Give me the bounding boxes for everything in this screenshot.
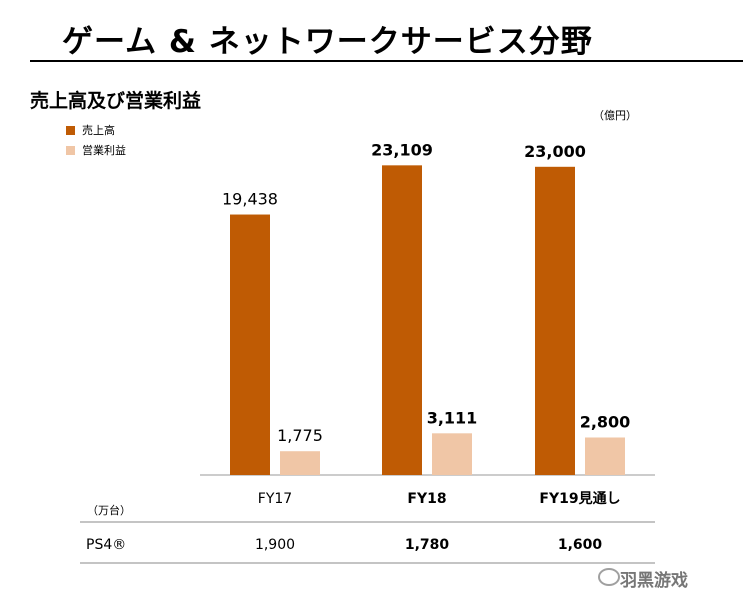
bar-operating-income-3 (585, 437, 625, 475)
title-divider (30, 60, 743, 62)
chart-legend: 売上高 営業利益 (66, 120, 126, 160)
table-value-1: 1,900 (255, 537, 295, 553)
table-value-3: 1,600 (558, 537, 603, 553)
bar-sales-3 (535, 166, 575, 476)
legend-label-operating-income: 営業利益 (82, 144, 126, 157)
chart-subtitle: 売上高及び営業利益 (30, 90, 202, 112)
bar-operating-income-2 (432, 433, 472, 475)
bar-operating-income-1 (280, 451, 320, 475)
legend-label-sales: 売上高 (82, 124, 115, 137)
data-label-sales-3: 23,000 (524, 142, 586, 161)
wechat-icon (598, 568, 620, 586)
legend-item-sales: 売上高 (66, 120, 126, 140)
bar-sales-1 (230, 214, 270, 475)
watermark: 羽黑游戏 (620, 571, 688, 591)
table-unit-label: （万台） (87, 503, 131, 517)
bar-sales-2 (382, 165, 422, 475)
data-label-operating-income-3: 2,800 (580, 412, 631, 431)
page-title: ゲーム & ネットワークサービス分野 (62, 24, 593, 60)
category-label-2: FY18 (407, 491, 446, 507)
data-label-operating-income-2: 3,111 (427, 408, 478, 427)
data-label-sales-1: 19,438 (222, 190, 278, 209)
unit-label: （億円） (593, 109, 637, 122)
table-value-2: 1,780 (405, 537, 450, 553)
category-label-3: FY19見通し (539, 491, 620, 507)
legend-swatch-operating-income (66, 145, 75, 155)
data-label-sales-2: 23,109 (371, 140, 433, 159)
table-row-label: PS4® (86, 537, 126, 553)
legend-swatch-sales (66, 125, 75, 135)
data-label-operating-income-1: 1,775 (277, 426, 323, 445)
category-label-1: FY17 (258, 491, 292, 507)
legend-item-operating-income: 営業利益 (66, 140, 126, 160)
